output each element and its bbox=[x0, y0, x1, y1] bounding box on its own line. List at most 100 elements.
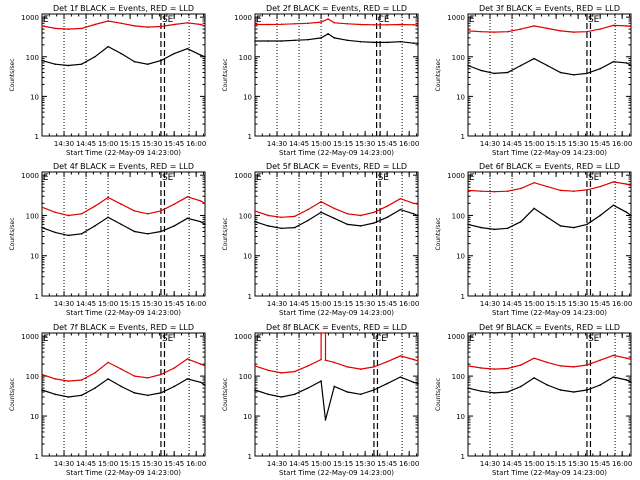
series-events-point bbox=[160, 59, 162, 62]
series-events-point bbox=[559, 225, 562, 227]
marker-label: CE bbox=[375, 334, 387, 344]
series-lld-point bbox=[293, 215, 296, 218]
y-tick-label: 1 bbox=[461, 133, 465, 141]
x-tick-label: 15:00 bbox=[524, 300, 544, 308]
marker-label: E bbox=[256, 334, 262, 344]
series-lld-point bbox=[280, 216, 283, 219]
series-events-point bbox=[559, 71, 562, 74]
series-events-point bbox=[417, 42, 419, 44]
series-lld-point bbox=[346, 22, 349, 25]
series-lld-line bbox=[41, 196, 206, 217]
series-lld-point bbox=[572, 366, 575, 368]
series-events-point bbox=[559, 389, 562, 391]
y-tick-label: 1000 bbox=[234, 14, 252, 22]
y-tick-label: 100 bbox=[452, 54, 465, 62]
plot-frame bbox=[254, 171, 419, 297]
series-lld-point bbox=[254, 210, 256, 212]
series-events-point bbox=[630, 64, 632, 67]
series-lld-point bbox=[533, 181, 535, 184]
panel-title: Det 6f BLACK = Events, RED = LLD bbox=[479, 162, 620, 171]
series-lld-point bbox=[373, 211, 375, 214]
series-lld-point bbox=[94, 372, 96, 374]
x-axis-label: Start Time (22-May-09 14:23:00) bbox=[66, 309, 181, 317]
y-axis-label: Counts/sec bbox=[9, 217, 16, 250]
series-events-point bbox=[320, 380, 322, 382]
panel-title: Det 8f BLACK = Events, RED = LLD bbox=[266, 323, 407, 332]
series-lld-point bbox=[146, 26, 149, 28]
x-tick-label: 16:00 bbox=[186, 300, 206, 308]
series-lld-point bbox=[630, 358, 632, 361]
series-lld-point bbox=[186, 21, 189, 24]
series-lld-point bbox=[67, 380, 70, 382]
x-tick-label: 16:00 bbox=[186, 460, 206, 468]
marker-label: E bbox=[469, 173, 475, 183]
series-events-point bbox=[54, 231, 57, 234]
series-lld-point bbox=[599, 28, 601, 30]
series-events-point bbox=[625, 379, 628, 381]
series-events-point bbox=[307, 219, 309, 222]
marker-label: E bbox=[43, 15, 49, 25]
series-lld-point bbox=[625, 357, 628, 360]
series-events-point bbox=[572, 226, 575, 229]
marker-label: SE bbox=[162, 334, 174, 344]
series-lld-point bbox=[186, 358, 189, 360]
series-events-point bbox=[359, 393, 362, 396]
x-tick-label: 16:00 bbox=[612, 460, 632, 468]
x-tick-label: 16:00 bbox=[612, 300, 632, 308]
series-events-point bbox=[67, 234, 70, 237]
panel-title: Det 4f BLACK = Events, RED = LLD bbox=[53, 162, 194, 171]
series-events-point bbox=[133, 230, 136, 233]
series-events-point bbox=[186, 217, 189, 220]
series-lld-point bbox=[267, 369, 270, 372]
x-tick-label: 15:45 bbox=[164, 460, 184, 468]
series-lld-point bbox=[293, 370, 296, 373]
series-lld-point bbox=[133, 210, 136, 212]
series-lld-point bbox=[506, 367, 509, 370]
series-lld-point bbox=[386, 360, 388, 363]
series-lld-point bbox=[417, 24, 419, 26]
series-lld-point bbox=[493, 31, 496, 33]
series-lld-point bbox=[417, 360, 419, 362]
x-axis-label: Start Time (22-May-09 14:23:00) bbox=[66, 469, 181, 477]
series-events-point bbox=[41, 59, 43, 62]
x-tick-label: 15:45 bbox=[590, 140, 610, 148]
series-events-point bbox=[586, 72, 588, 75]
series-events-point bbox=[546, 64, 549, 67]
series-lld-point bbox=[120, 22, 123, 25]
series-lld-point bbox=[324, 359, 327, 362]
panel-title: Det 1f BLACK = Events, RED = LLD bbox=[53, 4, 194, 13]
plot-frame bbox=[467, 13, 632, 137]
x-tick-label: 15:15 bbox=[333, 300, 353, 308]
x-tick-label: 14:30 bbox=[480, 140, 500, 148]
series-lld-point bbox=[506, 190, 509, 193]
series-events-point bbox=[120, 52, 123, 55]
series-events-point bbox=[599, 384, 601, 386]
x-tick-label: 15:15 bbox=[120, 460, 140, 468]
y-axis-label: Counts/sec bbox=[435, 378, 442, 411]
x-tick-label: 14:45 bbox=[289, 300, 309, 308]
series-lld-point bbox=[293, 22, 296, 25]
series-events-line bbox=[467, 376, 632, 394]
x-tick-label: 14:30 bbox=[480, 300, 500, 308]
series-lld-point bbox=[546, 27, 549, 30]
y-tick-label: 100 bbox=[26, 212, 39, 220]
series-lld-line bbox=[41, 358, 206, 382]
x-tick-label: 15:45 bbox=[164, 140, 184, 148]
series-events-point bbox=[204, 55, 206, 58]
x-tick-label: 15:00 bbox=[98, 300, 118, 308]
series-events-point bbox=[599, 67, 601, 70]
series-lld-point bbox=[204, 25, 206, 27]
series-events-point bbox=[480, 69, 483, 72]
y-tick-label: 10 bbox=[456, 93, 465, 101]
series-lld-point bbox=[559, 365, 562, 367]
x-axis-label: Start Time (22-May-09 14:23:00) bbox=[492, 469, 607, 477]
marker-label: E bbox=[43, 173, 49, 183]
y-tick-label: 1000 bbox=[234, 172, 252, 180]
x-tick-label: 16:00 bbox=[612, 140, 632, 148]
series-events-point bbox=[280, 396, 283, 398]
x-tick-label: 15:15 bbox=[333, 460, 353, 468]
y-tick-label: 10 bbox=[456, 253, 465, 261]
series-events-line bbox=[41, 45, 206, 67]
x-axis-label: Start Time (22-May-09 14:23:00) bbox=[279, 309, 394, 317]
